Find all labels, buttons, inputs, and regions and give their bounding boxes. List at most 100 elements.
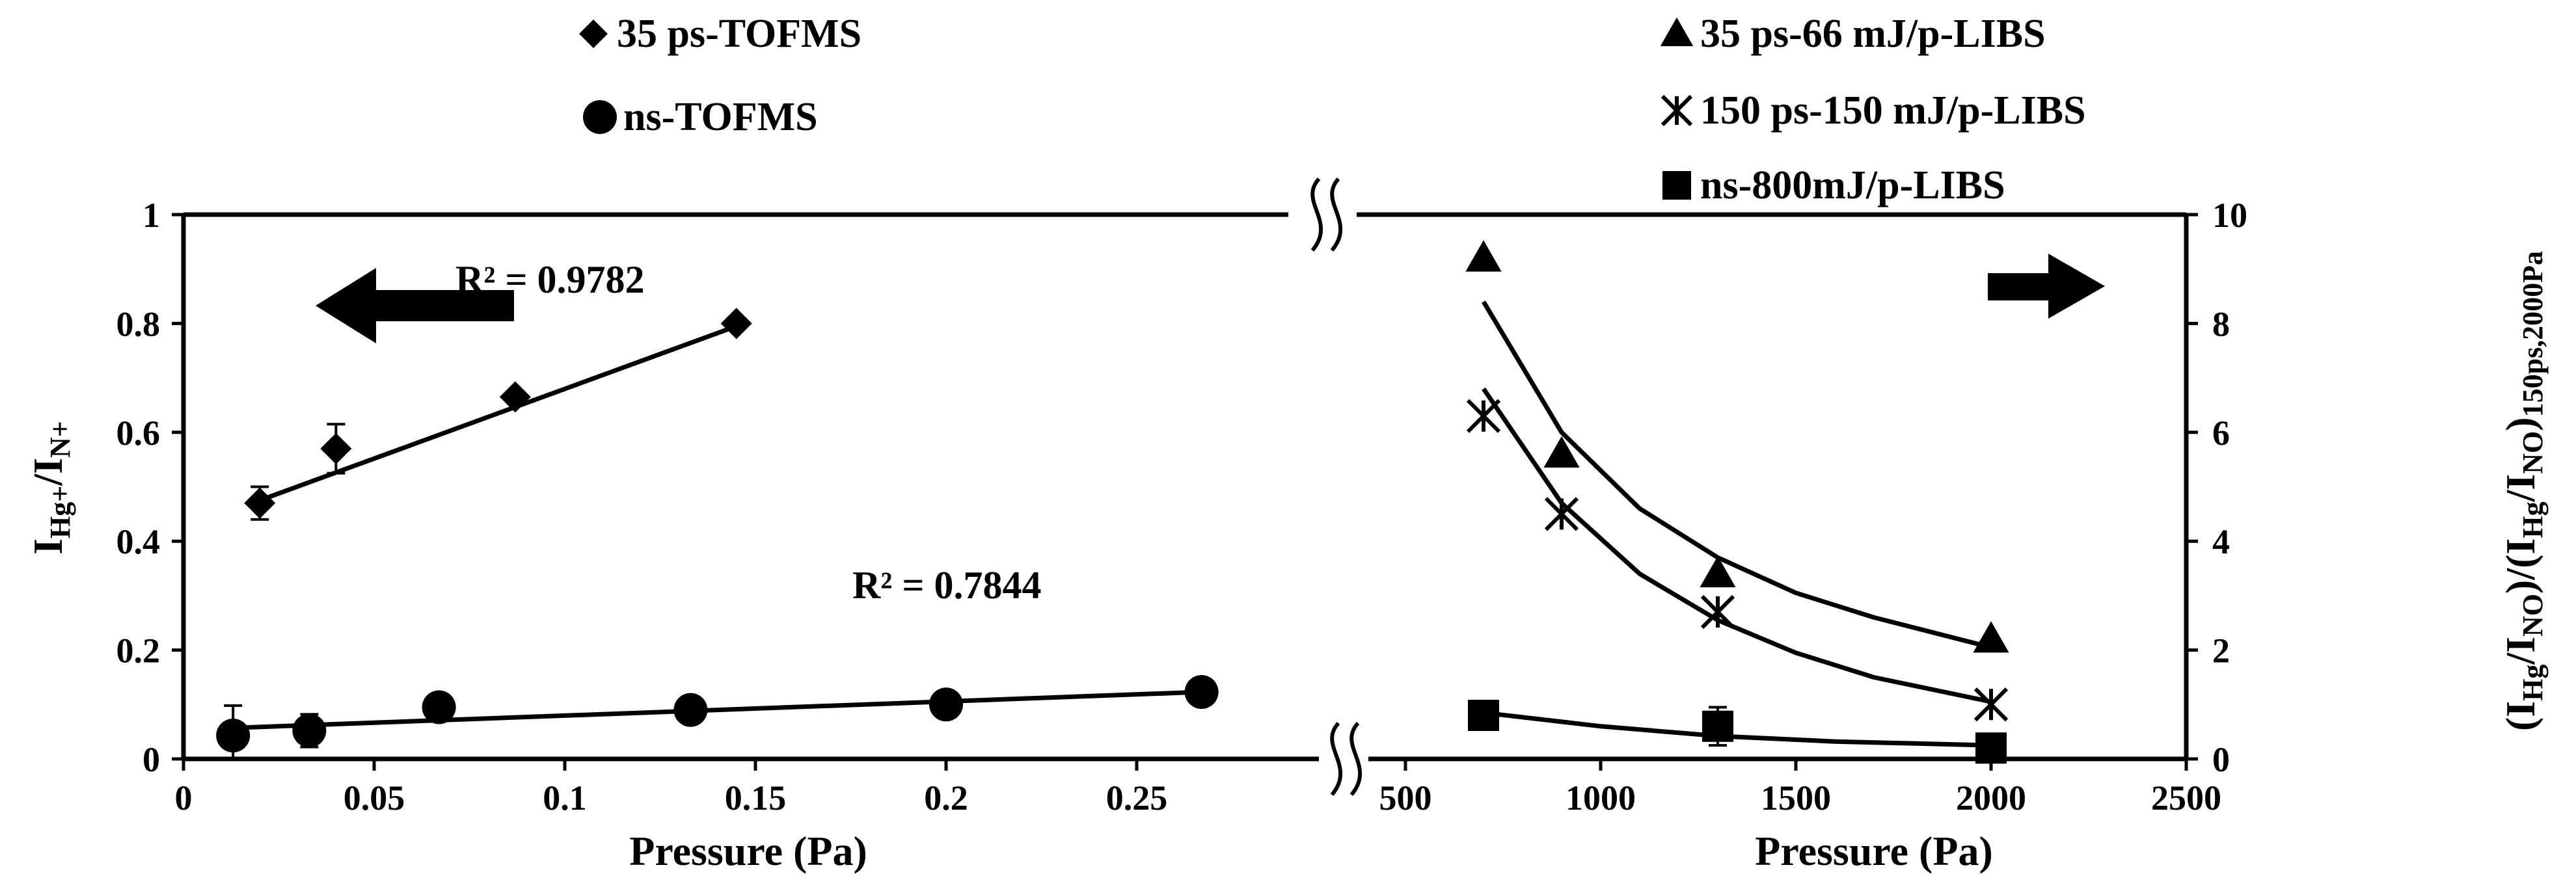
left-series-1-point-0 (216, 719, 251, 753)
left-x-tick-label-4: 0.2 (924, 778, 968, 817)
right-series-2-point-2 (1975, 732, 2007, 764)
axis-break-top-mask (1299, 177, 1349, 252)
right-y-tick-label-4: 8 (2212, 304, 2230, 343)
right-series-0-point-2 (1700, 555, 1736, 588)
right-series-2-point-1 (1702, 710, 1733, 742)
right-plot: 0 2 4 6 8 10 500 1000 1500 2000 2500 Pressure (Pa) (… (1357, 196, 2549, 874)
right-y-tick-label-2: 4 (2212, 522, 2230, 561)
left-x-tick-label-5: 0.25 (1106, 778, 1168, 817)
right-series-0-point-0 (1465, 240, 1502, 272)
legend-marker-2 (1660, 17, 1694, 46)
legend-label-2: 35 ps-66 mJ/p-LIBS (1700, 12, 2046, 56)
right-series-0-fit-curve (1481, 300, 1992, 650)
legend-label-1: ns-TOFMS (623, 95, 818, 139)
right-y-axis-title: (IHg/INO)/(IHg/INO)150ps,2000Pa (2497, 251, 2549, 731)
legend-item-2: 35 ps-66 mJ/p-LIBS (1660, 12, 2046, 56)
left-y-axis-title-part-2: /I (25, 458, 71, 486)
right-y-axis-title-part-9: 150ps,2000Pa (2517, 251, 2549, 417)
axis-break-bottom (1319, 721, 1368, 797)
right-x-axis-title: Pressure (Pa) (1755, 828, 1993, 874)
left-series-0-point-1 (320, 432, 352, 464)
legend-marker-4 (1662, 171, 1691, 200)
left-series-1-point-5 (1184, 675, 1219, 710)
right-series-0-point-1 (1543, 436, 1580, 468)
right-series-2-fit-curve (1483, 710, 1992, 748)
left-y-tick-label-3: 0.6 (116, 414, 161, 453)
right-y-tick-label-5: 10 (2212, 196, 2247, 235)
right-y-axis-title-part-1: Hg (2517, 665, 2549, 701)
legend-marker-0 (579, 20, 608, 48)
right-x-tick-label-3: 2000 (1956, 778, 2026, 817)
axis-break-bottom-mask (1319, 721, 1368, 797)
axis-break-top (1299, 177, 1349, 252)
right-series-2-point-0 (1468, 700, 1499, 732)
right-series-1-point-0 (1466, 399, 1501, 433)
right-series-0-point-3 (1973, 621, 2009, 653)
axis-break-bottom-line-a (1330, 721, 1343, 796)
legend: 35 ps-TOFMS ns-TOFMS 35 ps-66 mJ/p-LIBS 150… (579, 12, 2086, 207)
axis-break-bottom-line-b (1349, 721, 1363, 796)
legend-marker-3 (1661, 94, 1693, 127)
legend-label-4: ns-800mJ/p-LIBS (1700, 163, 2005, 207)
right-y-axis-title-part-2: /I (2497, 637, 2543, 665)
left-y-tick-label-5: 1 (142, 196, 160, 235)
left-series-1-point-2 (422, 690, 456, 724)
left-y-axis-title-part-3: N+ (44, 421, 76, 458)
right-series-2 (1468, 700, 2007, 764)
right-series-0 (1465, 240, 2009, 653)
left-plot: 0 0.2 0.4 0.6 0.8 1 0 0.05 0.1 0.15 0.2 0.25 Pressur… (25, 196, 1321, 874)
right-x-tick-label-2: 1500 (1761, 778, 1831, 817)
left-y-axis-title-part-0: I (25, 538, 71, 555)
axis-break-top-line-a (1310, 177, 1323, 252)
left-x-tick-label-0: 0 (175, 778, 193, 817)
left-y-tick-label-4: 0.8 (116, 304, 161, 343)
legend-item-1: ns-TOFMS (583, 95, 818, 139)
left-series-1-point-3 (673, 693, 708, 727)
right-series-1-point-1 (1544, 497, 1579, 531)
right-y-axis-title-part-7: NO (2517, 431, 2549, 474)
right-y-axis-title-part-5: Hg (2517, 501, 2549, 538)
legend-item-4: ns-800mJ/p-LIBS (1662, 163, 2005, 207)
left-series-0 (244, 308, 752, 521)
axis-break-top-line-b (1330, 177, 1343, 252)
right-y-tick-label-0: 0 (2212, 740, 2230, 779)
right-arrow-icon (1988, 254, 2105, 319)
left-y-tick-label-1: 0.2 (116, 631, 161, 670)
right-y-axis-title-part-3: NO (2517, 594, 2549, 637)
legend-label-3: 150 ps-150 mJ/p-LIBS (1700, 88, 2086, 133)
right-series-1 (1466, 387, 2009, 722)
left-x-axis-title: Pressure (Pa) (629, 828, 867, 874)
left-arrow-icon (316, 268, 514, 343)
right-y-axis-title-part-4: )/(I (2497, 538, 2543, 594)
legend-label-0: 35 ps-TOFMS (617, 12, 861, 56)
right-series-1-point-3 (1973, 687, 2009, 722)
right-series-1-point-2 (1700, 594, 1735, 630)
axis-breaks (1299, 177, 1368, 797)
r2-label-tofms-ns: R² = 0.7844 (852, 564, 1042, 607)
left-series-0-point-3 (720, 308, 752, 339)
left-y-axis-title: IHg+/IN+ (25, 421, 76, 555)
right-y-axis-title-part-6: /I (2497, 474, 2543, 503)
left-series-1-fit-line (233, 689, 1202, 730)
left-series-1-point-4 (929, 687, 963, 722)
direction-arrows (316, 254, 2105, 343)
right-y-tick-label-1: 2 (2212, 631, 2230, 670)
left-y-tick-label-2: 0.4 (116, 522, 161, 561)
left-x-tick-label-1: 0.05 (344, 778, 405, 817)
legend-item-0: 35 ps-TOFMS (579, 12, 861, 56)
left-y-tick-label-0: 0 (142, 740, 160, 779)
legend-item-3: 150 ps-150 mJ/p-LIBS (1661, 88, 2086, 133)
left-series-0-point-0 (244, 487, 276, 519)
legend-marker-1 (583, 100, 617, 134)
right-x-tick-label-0: 500 (1379, 778, 1432, 817)
left-series-0-fit-line (258, 324, 737, 503)
right-y-axis-title-part-0: (I (2497, 701, 2543, 731)
left-series-0-point-2 (499, 381, 531, 413)
right-y-axis-title-part-8: ) (2497, 417, 2543, 431)
right-x-tick-label-4: 2500 (2151, 778, 2221, 817)
left-x-tick-label-3: 0.15 (725, 778, 787, 817)
left-x-tick-label-2: 0.1 (543, 778, 587, 817)
right-y-tick-label-3: 6 (2212, 414, 2230, 453)
left-series-1-point-1 (292, 713, 327, 748)
left-series-1 (216, 675, 1219, 760)
